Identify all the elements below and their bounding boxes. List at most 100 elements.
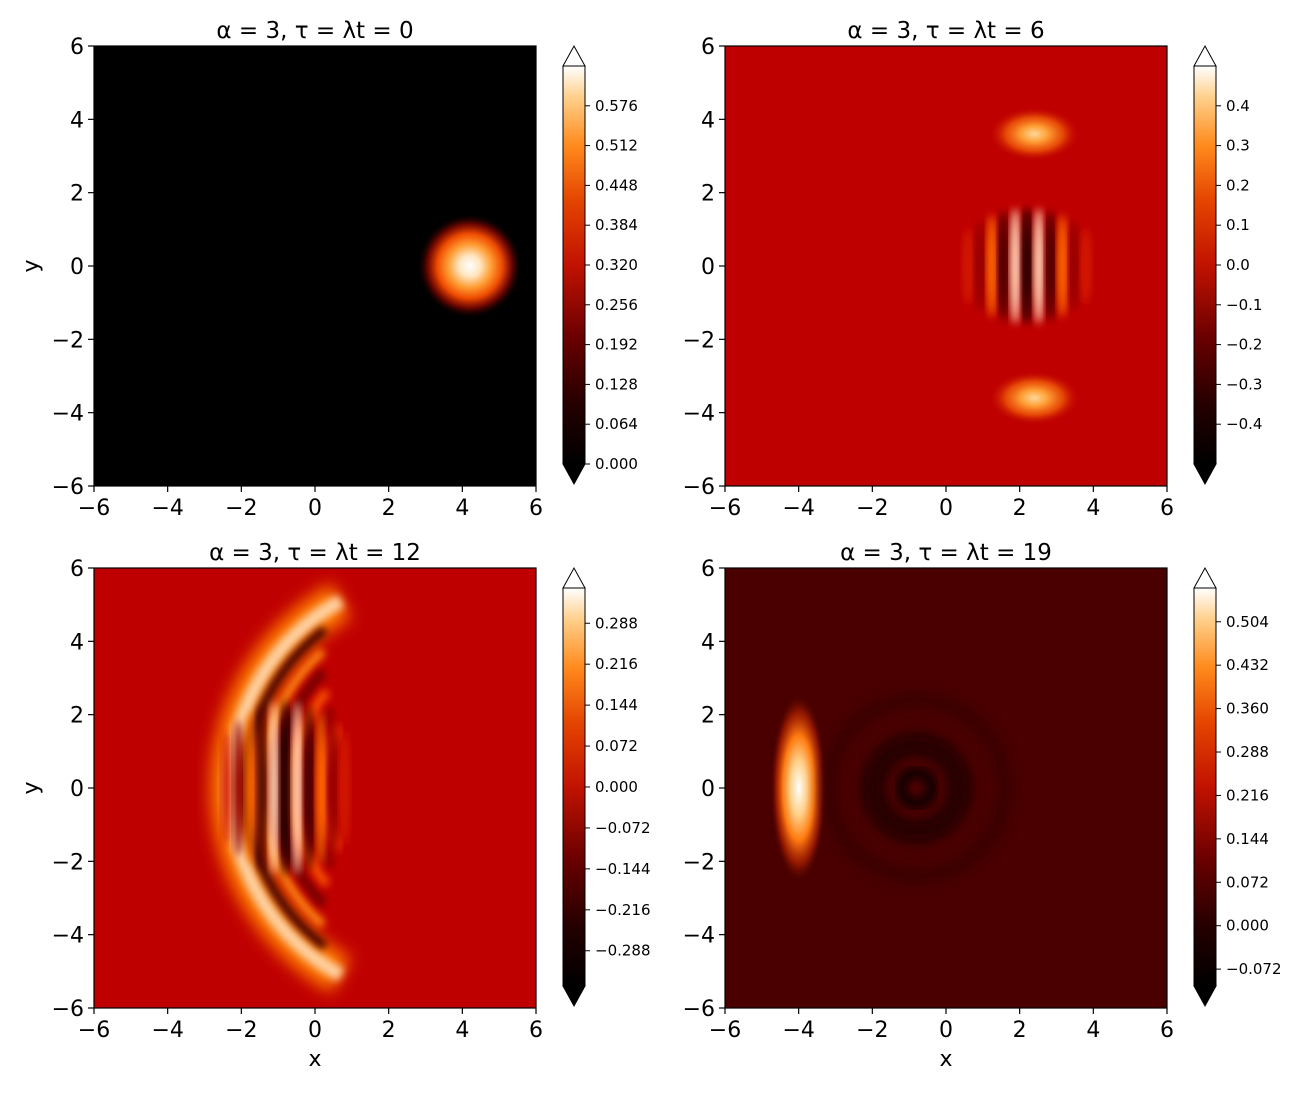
fringe-7 (1045, 210, 1056, 322)
x-tick-label: 0 (939, 1018, 953, 1043)
x-tick-label: −2 (225, 1018, 257, 1043)
x-tick-label: 2 (1013, 1018, 1027, 1043)
interference-fringes (963, 207, 1092, 325)
x-tick-label: 2 (382, 1018, 396, 1043)
y-tick-label: −6 (683, 997, 715, 1022)
bright-blob (769, 692, 828, 884)
colorbar-tick-label: −0.3 (1226, 375, 1262, 393)
dark-ring-pattern (823, 694, 1010, 882)
y-tick-label: 0 (70, 255, 84, 280)
x-tick-label: 4 (1086, 496, 1100, 521)
plot-area (94, 568, 536, 1008)
fringe-3 (256, 704, 268, 872)
x-tick-label: −2 (225, 496, 257, 521)
colorbar-tick-label: 0.288 (595, 614, 638, 632)
colorbar-tick-label: 0.072 (595, 737, 638, 755)
colorbar-tick-label: 0.144 (595, 696, 638, 714)
colorbar-gradient (563, 66, 585, 464)
fringe-9 (1069, 220, 1080, 312)
colorbar-tick-label: 0.256 (595, 296, 638, 314)
y-tick-label: 2 (701, 182, 715, 207)
colorbar-extend-max (562, 566, 586, 589)
x-tick-label: 6 (1160, 496, 1174, 521)
fringe-10 (1080, 227, 1092, 305)
y-tick-label: 4 (70, 630, 84, 655)
plot-area (94, 46, 536, 486)
colorbar-tick-label: −0.216 (595, 901, 651, 919)
y-tick-label: 0 (701, 777, 715, 802)
fringe-4 (268, 701, 279, 875)
colorbar: −0.4 −0.3 −0.2 −0.1 0.0 0.1 0.2 0.3 0.4 (1193, 44, 1262, 486)
x-tick-label: −6 (709, 496, 741, 521)
colorbar-tick-label: −0.4 (1226, 415, 1262, 433)
colorbar-tick-label: 0.4 (1226, 97, 1250, 115)
colorbar-tick-label: 0.072 (1226, 873, 1269, 891)
fringe-6 (292, 701, 303, 875)
y-tick-label: −6 (683, 475, 715, 500)
fringe-0 (963, 227, 974, 305)
colorbar-tick-label: 0.432 (1226, 656, 1269, 674)
colorbar-tick-label: 0.512 (595, 137, 638, 155)
x-axis-label: x (308, 1047, 321, 1072)
colorbar-tick-label: 0.504 (1226, 613, 1269, 631)
fringe-2 (245, 711, 256, 865)
colorbar-tick-label: 0.128 (595, 375, 638, 393)
x-axis-label: x (939, 1047, 952, 1072)
bright-lobe (990, 107, 1079, 161)
y-axis-label: y (19, 781, 44, 794)
colorbar-tick-label: −0.288 (595, 942, 651, 960)
colorbar-extend-min (1193, 463, 1217, 486)
y-axis-label: y (19, 259, 44, 272)
x-tick-label: 0 (939, 496, 953, 521)
colorbar-tick-label: −0.2 (1226, 336, 1262, 354)
y-tick-label: −4 (683, 924, 715, 949)
colorbar-tick-label: 0.192 (595, 336, 638, 354)
colorbar-tick-label: 0.384 (595, 216, 638, 234)
y-tick-label: −2 (683, 328, 715, 353)
y-tick-label: 6 (70, 557, 84, 582)
fringe-6 (1033, 208, 1044, 324)
x-tick-label: −4 (151, 496, 183, 521)
colorbar-extend-min (562, 985, 586, 1008)
x-tick-label: 0 (308, 496, 322, 521)
heatmap-background (725, 46, 1167, 486)
panel-tau-19: α = 3, τ = λt = 19 −6 −4 −2 0 2 4 6 −6 −4 −2 0 2 4 6 x −… (683, 540, 1282, 1072)
fringe-0 (221, 730, 232, 846)
colorbar-tick-label: 0.360 (1226, 700, 1269, 718)
colorbar-tick-label: 0.576 (595, 97, 638, 115)
y-tick-label: −6 (52, 997, 84, 1022)
x-tick-label: −6 (78, 1018, 110, 1043)
x-tick-label: 4 (455, 496, 469, 521)
colorbar-tick-label: −0.144 (595, 860, 651, 878)
y-tick-label: 2 (701, 704, 715, 729)
colorbar-tick-label: −0.072 (1226, 960, 1282, 978)
colorbar-tick-label: 0.2 (1226, 176, 1250, 194)
colorbar-gradient (1194, 588, 1216, 986)
colorbar-extend-min (1193, 985, 1217, 1008)
x-tick-label: 6 (529, 496, 543, 521)
colorbar-tick-label: 0.3 (1226, 137, 1250, 155)
y-tick-label: 4 (70, 108, 84, 133)
fringe-4 (1010, 208, 1021, 324)
fringe-1 (233, 719, 244, 857)
y-tick-label: 0 (701, 255, 715, 280)
y-tick-label: −2 (52, 850, 84, 875)
colorbar-tick-label: 0.000 (1226, 917, 1269, 935)
y-tick-label: 4 (701, 630, 715, 655)
colorbar: −0.072 0.000 0.072 0.144 0.216 0.288 0.360 0.43… (1193, 566, 1282, 1008)
plot-area (725, 46, 1167, 486)
x-tick-label: 6 (1160, 1018, 1174, 1043)
x-tick-label: −2 (856, 1018, 888, 1043)
colorbar-tick-label: 0.144 (1226, 830, 1269, 848)
colorbar-extend-max (562, 44, 586, 67)
panel-tau-12: α = 3, τ = λt = 12 −6 −4 −2 0 2 4 6 −6 −4 −2 0 2 4 6 x y… (19, 540, 651, 1072)
bright-lobe (990, 371, 1079, 425)
interference-fringes (221, 700, 350, 876)
colorbar-tick-label: 0.448 (595, 176, 638, 194)
x-tick-label: −4 (782, 496, 814, 521)
x-tick-label: −4 (782, 1018, 814, 1043)
colorbar: 0.000 0.064 0.128 0.192 0.256 0.320 0.384 0.448… (562, 44, 638, 486)
x-tick-label: 6 (529, 1018, 543, 1043)
colorbar-tick-label: 0.0 (1226, 256, 1250, 274)
